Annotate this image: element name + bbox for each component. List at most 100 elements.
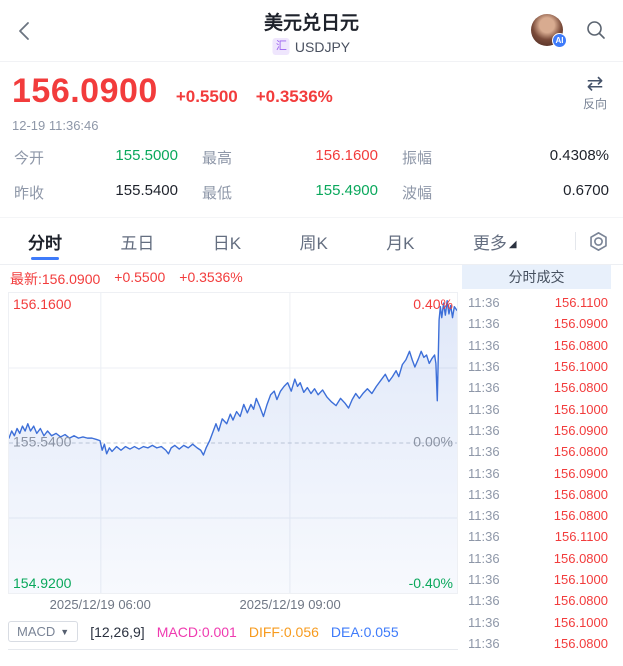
period-tab-bar: 分时 五日 日K 周K 月K 更多 ◢ <box>0 217 623 265</box>
trade-row: 11:36 156.0800 <box>462 484 611 505</box>
tab-label: 日K <box>212 233 242 253</box>
trade-time: 11:36 <box>468 401 500 417</box>
trade-price: 156.0900 <box>553 316 608 332</box>
indicator-selector-label: MACD <box>17 624 56 639</box>
stat-value: 156.1600 <box>315 147 378 164</box>
back-button[interactable] <box>10 16 40 46</box>
trade-price: 156.0800 <box>553 550 608 566</box>
y-label-high: 156.1600 <box>13 296 72 312</box>
stat-label: 振幅 <box>402 150 433 167</box>
trade-row: 11:36 156.0800 <box>462 633 611 653</box>
x-axis-label: 2025/12/19 06:00 <box>49 597 151 612</box>
stat-prev-close: 昨收 155.5400 <box>14 182 202 203</box>
indicator-selector[interactable]: MACD ▼ <box>8 621 79 642</box>
trade-row: 11:36 156.1000 <box>462 356 611 377</box>
macd-params: [12,26,9] <box>90 623 145 640</box>
trade-price: 156.0800 <box>553 635 608 651</box>
trade-row: 11:36 156.0800 <box>462 590 611 611</box>
latest-change: +0.5500 <box>114 269 166 285</box>
trade-time: 11:36 <box>468 295 500 311</box>
price-chart-svg <box>9 293 457 593</box>
trade-price: 156.1100 <box>554 295 608 311</box>
price-change: +0.5500 <box>175 87 238 106</box>
tab-label: 月K <box>386 233 415 253</box>
title-block: 美元兑日元 汇 USDJPY <box>264 8 359 55</box>
stats-grid: 今开 155.5000 最高 156.1600 振幅 0.4308% 昨收 15… <box>0 137 623 217</box>
trade-time: 11:36 <box>468 316 500 332</box>
trade-price: 156.1000 <box>553 572 608 587</box>
y-label-prev-close: 155.5400 <box>13 433 72 450</box>
symbol-row: 汇 USDJPY <box>264 38 359 55</box>
trade-time: 11:36 <box>468 337 500 353</box>
trade-time: 11:36 <box>468 614 500 630</box>
trade-row: 11:36 156.0900 <box>462 313 611 334</box>
trade-time: 11:36 <box>468 635 500 651</box>
trade-row: 11:36 156.0800 <box>462 377 611 398</box>
macd-pane-divider <box>8 649 458 650</box>
chart-content: 最新:156.0900 +0.5500 +0.3536% 156.1600 0.… <box>0 265 623 653</box>
search-button[interactable] <box>583 17 609 43</box>
trade-feed-panel: 分时成交 11:36 156.1100 11:36 156.0900 11:36 156.… <box>462 265 611 653</box>
chart-column: 最新:156.0900 +0.5500 +0.3536% 156.1600 0.… <box>0 265 462 650</box>
trade-time: 11:36 <box>468 550 500 566</box>
stat-label: 今开 <box>14 150 45 167</box>
macd-value: MACD:0.001 <box>156 623 237 640</box>
ai-badge: AI <box>552 33 567 48</box>
trade-price: 156.0800 <box>553 337 608 353</box>
stat-value: 155.5400 <box>115 182 178 199</box>
stat-value: 0.4308% <box>549 147 609 164</box>
chart-settings-button[interactable] <box>588 231 609 252</box>
stat-high: 最高 156.1600 <box>202 147 402 168</box>
trade-row: 11:36 156.0900 <box>462 420 611 441</box>
pct-label-low: -0.40% <box>408 575 453 591</box>
tab-monthly-k[interactable]: 月K <box>386 218 414 264</box>
stat-value: 0.6700 <box>563 182 609 199</box>
price-row: 156.0900 +0.5500 +0.3536% <box>12 72 611 111</box>
trade-time: 11:36 <box>468 572 500 587</box>
trade-time: 11:36 <box>468 508 500 524</box>
tools-divider <box>574 232 576 250</box>
stat-label: 波幅 <box>402 185 433 202</box>
tab-daily-k[interactable]: 日K <box>213 218 241 264</box>
stat-value: 155.4900 <box>315 182 378 199</box>
pct-label-zero: 0.00% <box>413 433 453 450</box>
stat-low: 最低 155.4900 <box>202 182 402 203</box>
selector-caret-icon: ▼ <box>60 626 70 637</box>
tab-minute[interactable]: 分时 <box>28 218 62 264</box>
top-right-actions: AI <box>531 14 609 48</box>
trade-price: 156.0800 <box>553 486 608 502</box>
tab-five-day[interactable]: 五日 <box>120 218 154 264</box>
swap-arrows-icon: ⇄ <box>586 73 604 95</box>
stat-value: 155.5000 <box>115 147 178 164</box>
trade-row: 11:36 156.0800 <box>462 505 611 526</box>
dea-value: DEA:0.055 <box>330 623 399 640</box>
market-type-badge: 汇 <box>272 38 290 55</box>
ai-assistant-avatar[interactable]: AI <box>531 14 567 48</box>
trade-price: 156.1100 <box>554 529 608 545</box>
trade-row: 11:36 156.1100 <box>462 292 611 313</box>
search-icon <box>587 21 605 39</box>
trade-price: 156.0800 <box>553 508 608 524</box>
symbol-code: USDJPY <box>294 38 351 55</box>
x-axis-label: 2025/12/19 09:00 <box>239 597 341 612</box>
tab-label: 五日 <box>120 233 155 253</box>
trade-row: 11:36 156.1000 <box>462 611 611 632</box>
quote-timestamp: 12-19 11:36:46 <box>12 118 99 133</box>
tab-weekly-k[interactable]: 周K <box>299 218 327 264</box>
y-label-low: 154.9200 <box>13 575 72 591</box>
trade-feed-list[interactable]: 11:36 156.1100 11:36 156.0900 11:36 156.0800 1… <box>462 289 611 653</box>
tab-label: 分时 <box>28 233 62 253</box>
tab-more[interactable]: 更多 ◢ <box>473 218 517 264</box>
tab-label: 更多 <box>472 233 507 253</box>
trade-price: 156.1000 <box>553 401 608 417</box>
latest-quote-row: 最新:156.0900 +0.5500 +0.3536% <box>0 265 462 292</box>
trade-feed-title: 分时成交 <box>462 265 611 289</box>
x-axis: 2025/12/19 06:00 2025/12/19 09:00 <box>8 594 458 616</box>
minute-chart[interactable]: 156.1600 0.40% 155.5400 0.00% 154.9200 -… <box>8 292 458 594</box>
reverse-pair-button[interactable]: ⇄ 反向 <box>583 74 607 112</box>
trade-row: 11:36 156.1100 <box>462 526 611 547</box>
trade-price: 156.0800 <box>553 380 608 396</box>
latest-change-percent: +0.3536% <box>179 269 243 285</box>
trade-time: 11:36 <box>468 593 500 609</box>
